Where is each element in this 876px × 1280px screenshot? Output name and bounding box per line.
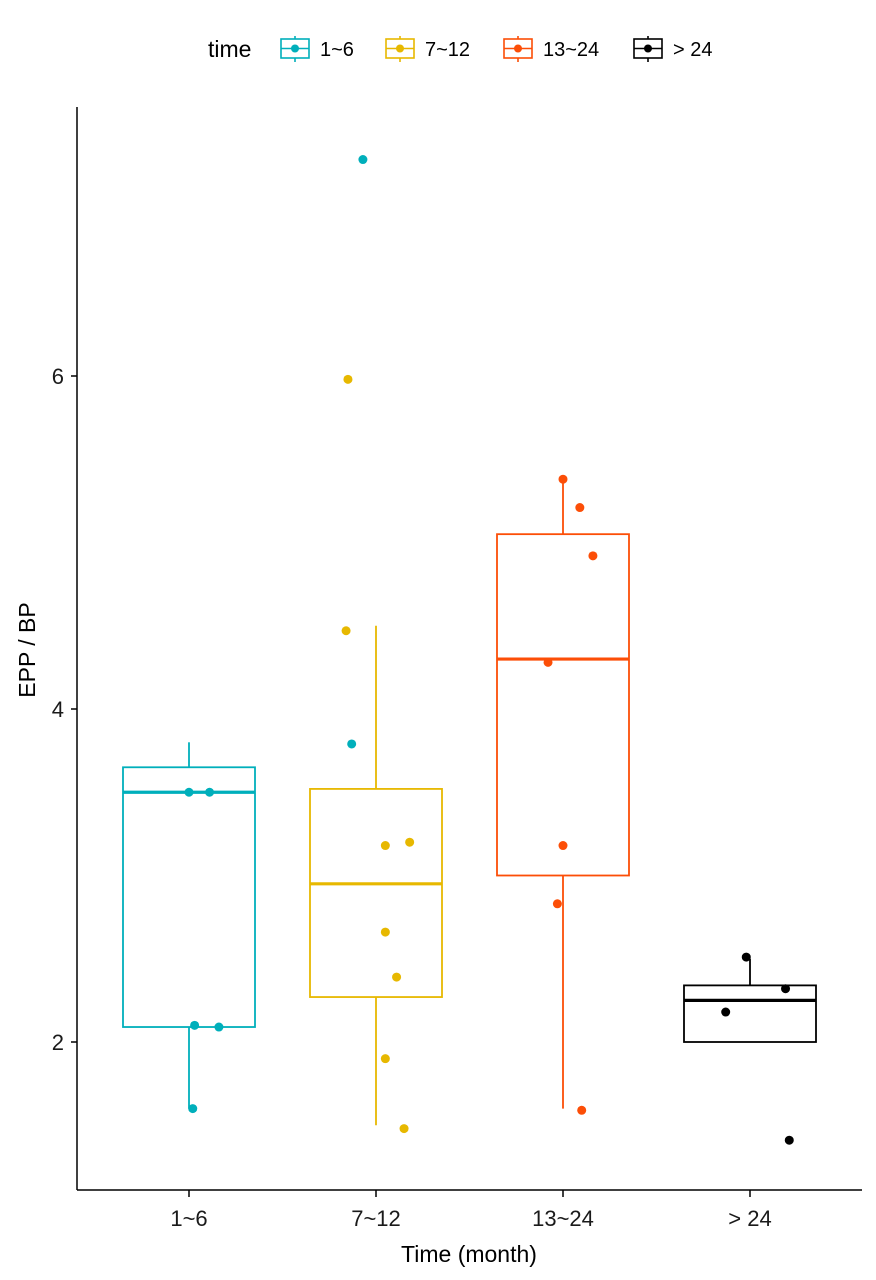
data-point <box>392 972 402 982</box>
data-point <box>577 1105 587 1115</box>
x-tick-label-24: > 24 <box>728 1206 771 1231</box>
legend-key-point <box>644 44 652 53</box>
x-tick-label-13-24: 13~24 <box>532 1206 594 1231</box>
axes: Time (month) EPP / BP 2 4 6 1~6 7~12 13~24 > 2… <box>14 107 862 1267</box>
legend-label: 13~24 <box>543 39 599 61</box>
data-point <box>588 551 598 561</box>
box <box>122 766 256 1028</box>
legend-key-point <box>514 44 522 53</box>
data-point <box>781 984 791 994</box>
y-axis-title: EPP / BP <box>14 602 40 697</box>
data-point <box>721 1007 731 1017</box>
x-axis-title: Time (month) <box>401 1241 537 1267</box>
data-point <box>380 1054 390 1064</box>
data-point <box>380 841 390 851</box>
x-tick-label-7-12: 7~12 <box>351 1206 401 1231</box>
data-point <box>405 837 415 847</box>
data-point <box>399 1124 409 1134</box>
data-point <box>380 927 390 937</box>
legend-entry-24: > 24 <box>633 36 712 62</box>
box <box>496 533 630 877</box>
y-tick-label-6: 6 <box>52 364 64 389</box>
data-point <box>205 787 215 797</box>
legend-label: > 24 <box>673 39 712 61</box>
box <box>309 788 443 998</box>
legend-title: time <box>208 36 251 62</box>
data-point <box>741 952 751 962</box>
data-point <box>184 787 194 797</box>
data-point <box>188 1104 198 1114</box>
legend-key-point <box>396 44 404 53</box>
legend-label: 1~6 <box>320 39 354 61</box>
y-tick-label-4: 4 <box>52 697 64 722</box>
legend-key-point <box>291 44 299 53</box>
data-point <box>190 1020 200 1030</box>
data-point <box>558 474 568 484</box>
x-tick-label-1-6: 1~6 <box>170 1206 207 1231</box>
box-group-7-12 <box>309 374 443 1134</box>
data-point <box>575 503 585 513</box>
data-point <box>558 841 568 851</box>
box-group-24 <box>683 952 817 1145</box>
y-tick-label-2: 2 <box>52 1030 64 1055</box>
plot-area <box>122 155 817 1145</box>
legend-entry-13-24: 13~24 <box>503 36 599 62</box>
box <box>683 984 817 1043</box>
box-group-1-6 <box>122 155 368 1114</box>
data-point <box>341 626 351 636</box>
box-group-13-24 <box>496 474 630 1115</box>
legend: time 1~6 7~12 13~24 > 24 <box>208 36 712 62</box>
data-point <box>343 374 353 384</box>
data-point <box>543 657 553 667</box>
data-point <box>214 1022 224 1032</box>
legend-entry-1-6: 1~6 <box>280 36 354 62</box>
data-point <box>347 739 357 749</box>
data-point <box>784 1135 794 1145</box>
legend-label: 7~12 <box>425 39 470 61</box>
data-point <box>358 155 368 165</box>
data-point <box>552 899 562 909</box>
legend-entry-7-12: 7~12 <box>385 36 470 62</box>
